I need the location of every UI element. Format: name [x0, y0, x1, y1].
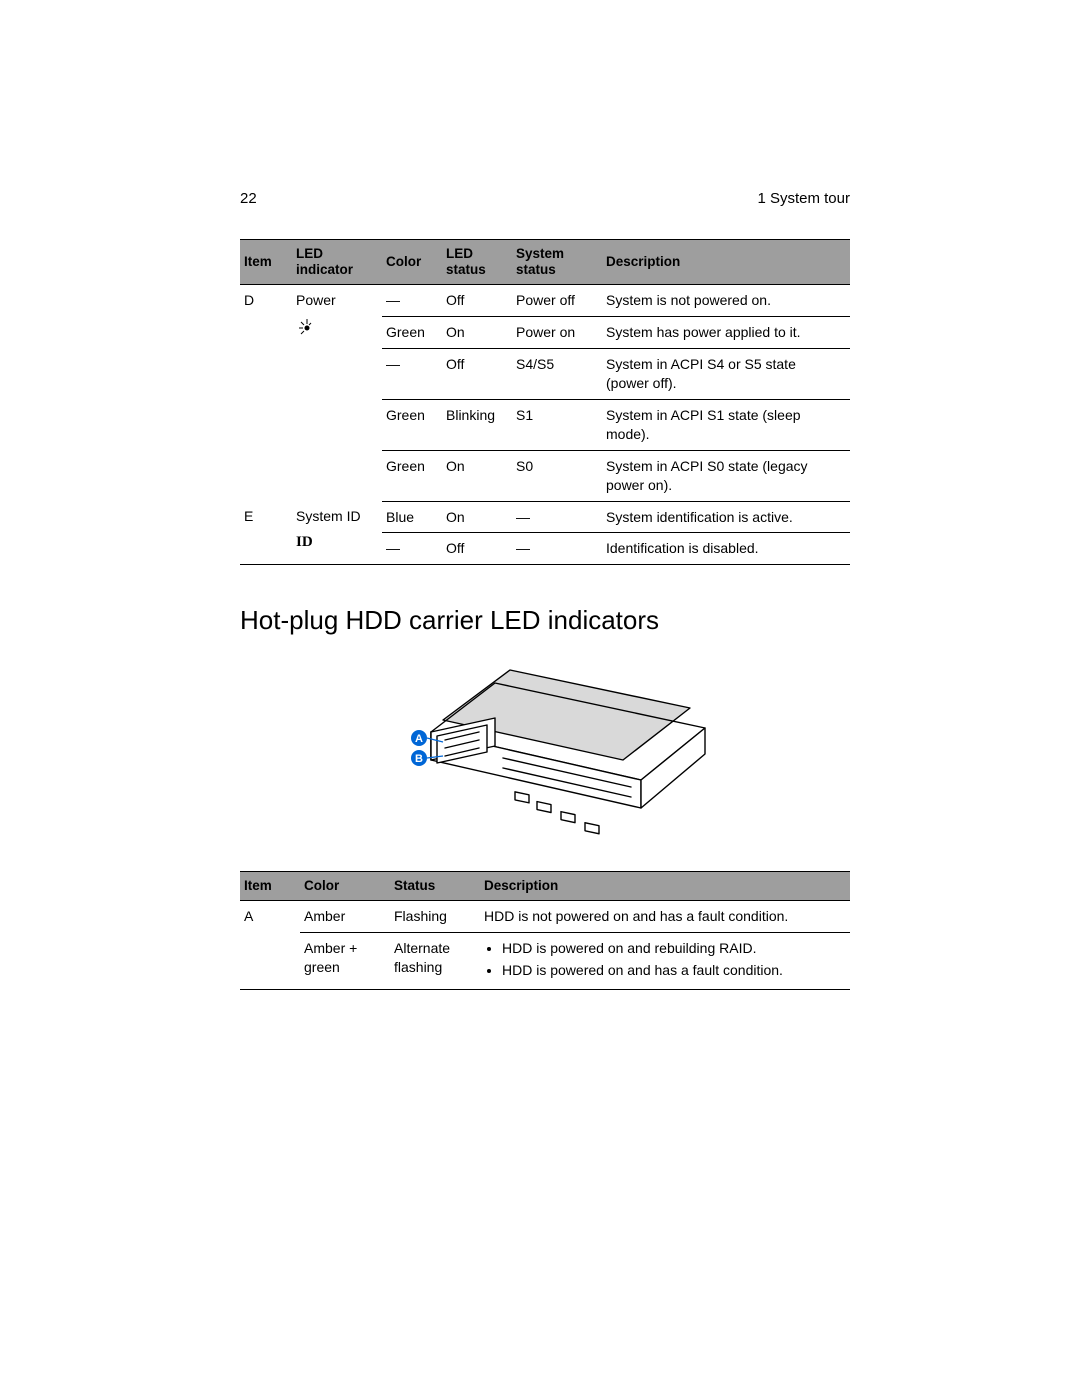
cell-item: A — [240, 901, 300, 990]
cell-color: Amber + green — [300, 933, 390, 990]
cell-led-status: Blinking — [442, 399, 512, 450]
figure-marker-b: B — [415, 753, 423, 765]
indicator-label: Power — [296, 292, 336, 308]
cell-led-status: Off — [442, 533, 512, 565]
cell-system-status: S0 — [512, 450, 602, 501]
cell-description: Identification is disabled. — [602, 533, 850, 565]
table-row: Amber + green Alternate flashing HDD is … — [240, 933, 850, 990]
cell-color: Green — [382, 399, 442, 450]
power-icon — [296, 316, 374, 341]
cell-system-status: S4/S5 — [512, 349, 602, 400]
cell-description: System in ACPI S4 or S5 state (power off… — [602, 349, 850, 400]
id-icon: ID — [296, 532, 374, 552]
cell-color: Blue — [382, 501, 442, 533]
table-row: A Amber Flashing HDD is not powered on a… — [240, 901, 850, 933]
th-color: Color — [382, 240, 442, 285]
cell-description: System in ACPI S1 state (sleep mode). — [602, 399, 850, 450]
th-system-status: System status — [512, 240, 602, 285]
th-description: Description — [480, 872, 850, 901]
th-led-indicator: LED indicator — [292, 240, 382, 285]
hdd-led-table: Item Color Status Description A Amber Fl… — [240, 871, 850, 990]
cell-description: System has power applied to it. — [602, 317, 850, 349]
cell-status: Alternate flashing — [390, 933, 480, 990]
cell-description: System is not powered on. — [602, 285, 850, 317]
section-title: Hot-plug HDD carrier LED indicators — [240, 605, 850, 636]
cell-led-status: Off — [442, 285, 512, 317]
cell-system-status: Power on — [512, 317, 602, 349]
chapter-title: 1 System tour — [757, 190, 850, 207]
cell-item: E — [240, 501, 292, 565]
cell-color: — — [382, 349, 442, 400]
figure-marker-a: A — [415, 733, 423, 745]
cell-color: — — [382, 533, 442, 565]
th-color: Color — [300, 872, 390, 901]
cell-system-status: S1 — [512, 399, 602, 450]
cell-indicator: System ID ID — [292, 501, 382, 565]
cell-description: HDD is powered on and rebuilding RAID. H… — [480, 933, 850, 990]
cell-color: — — [382, 285, 442, 317]
cell-item: D — [240, 285, 292, 501]
cell-description: System identification is active. — [602, 501, 850, 533]
table-row: E System ID ID Blue On — System identifi… — [240, 501, 850, 533]
cell-description: HDD is not powered on and has a fault co… — [480, 901, 850, 933]
cell-system-status: — — [512, 533, 602, 565]
table-row: D Power — [240, 285, 850, 317]
th-description: Description — [602, 240, 850, 285]
indicator-label: System ID — [296, 508, 361, 524]
cell-system-status: Power off — [512, 285, 602, 317]
cell-color: Amber — [300, 901, 390, 933]
table-header-row: Item LED indicator Color LED status Syst… — [240, 240, 850, 285]
cell-led-status: On — [442, 317, 512, 349]
cell-color: Green — [382, 450, 442, 501]
hdd-carrier-figure: A B — [240, 650, 850, 845]
th-status: Status — [390, 872, 480, 901]
cell-description: System in ACPI S0 state (legacy power on… — [602, 450, 850, 501]
cell-led-status: On — [442, 450, 512, 501]
page-header: 22 1 System tour — [240, 190, 850, 207]
list-item: HDD is powered on and rebuilding RAID. — [502, 939, 842, 958]
cell-status: Flashing — [390, 901, 480, 933]
list-item: HDD is powered on and has a fault condit… — [502, 961, 842, 980]
cell-indicator: Power — [292, 285, 382, 501]
cell-color: Green — [382, 317, 442, 349]
led-indicator-table: Item LED indicator Color LED status Syst… — [240, 239, 850, 565]
th-item: Item — [240, 240, 292, 285]
th-item: Item — [240, 872, 300, 901]
cell-led-status: On — [442, 501, 512, 533]
th-led-status: LED status — [442, 240, 512, 285]
document-page: 22 1 System tour Item LED indicator Colo… — [240, 190, 850, 990]
cell-system-status: — — [512, 501, 602, 533]
page-number: 22 — [240, 190, 257, 207]
cell-led-status: Off — [442, 349, 512, 400]
table-header-row: Item Color Status Description — [240, 872, 850, 901]
